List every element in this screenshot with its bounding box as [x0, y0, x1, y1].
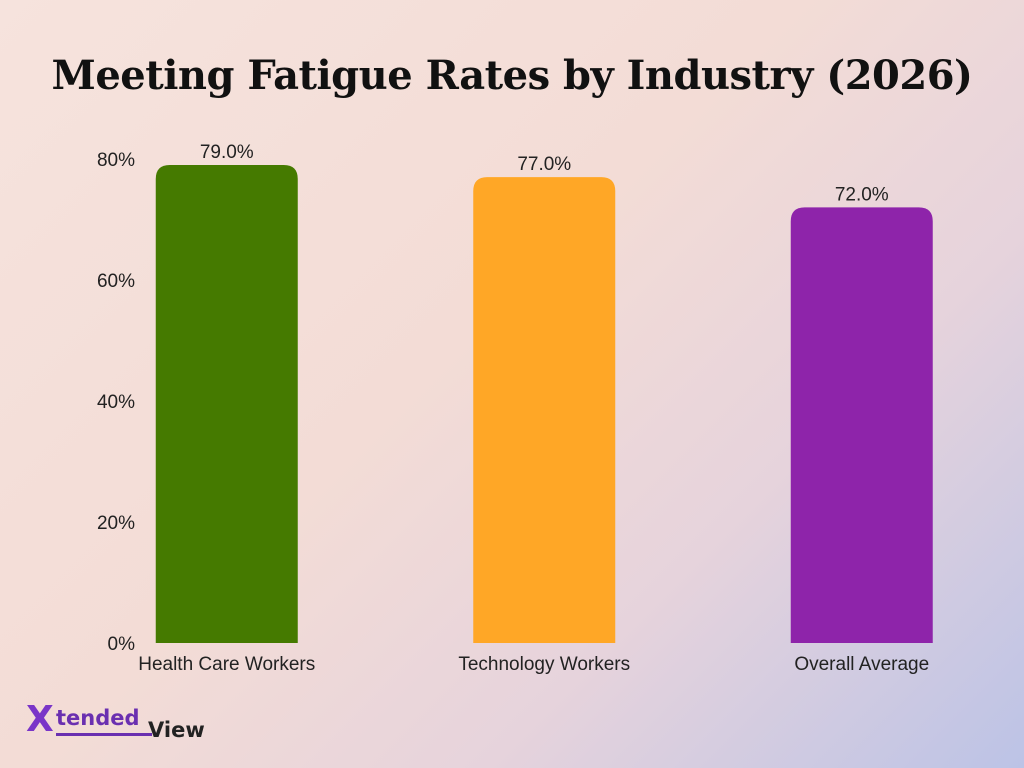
brand-name-part2: View	[148, 718, 205, 742]
bar	[473, 177, 616, 643]
data-label: 77.0%	[517, 154, 571, 175]
chart-title: Meeting Fatigue Rates by Industry (2026)	[51, 52, 973, 99]
y-tick-label: 60%	[97, 271, 135, 292]
data-label: 72.0%	[835, 184, 889, 205]
data-label: 79.0%	[200, 142, 254, 163]
bar	[790, 207, 933, 643]
x-tick-label: Health Care Workers	[138, 654, 315, 675]
brand-mark: X	[26, 699, 54, 740]
x-tick-label: Technology Workers	[458, 654, 630, 675]
y-tick-label: 80%	[97, 150, 135, 171]
y-tick-label: 0%	[108, 634, 136, 655]
bar	[155, 165, 298, 644]
brand-underline	[56, 733, 152, 736]
y-tick-label: 20%	[97, 513, 135, 534]
brand-logo: X tended View	[26, 700, 226, 744]
y-tick-label: 40%	[97, 392, 135, 413]
brand-name-part1: tended	[56, 706, 140, 730]
x-tick-label: Overall Average	[794, 654, 929, 675]
